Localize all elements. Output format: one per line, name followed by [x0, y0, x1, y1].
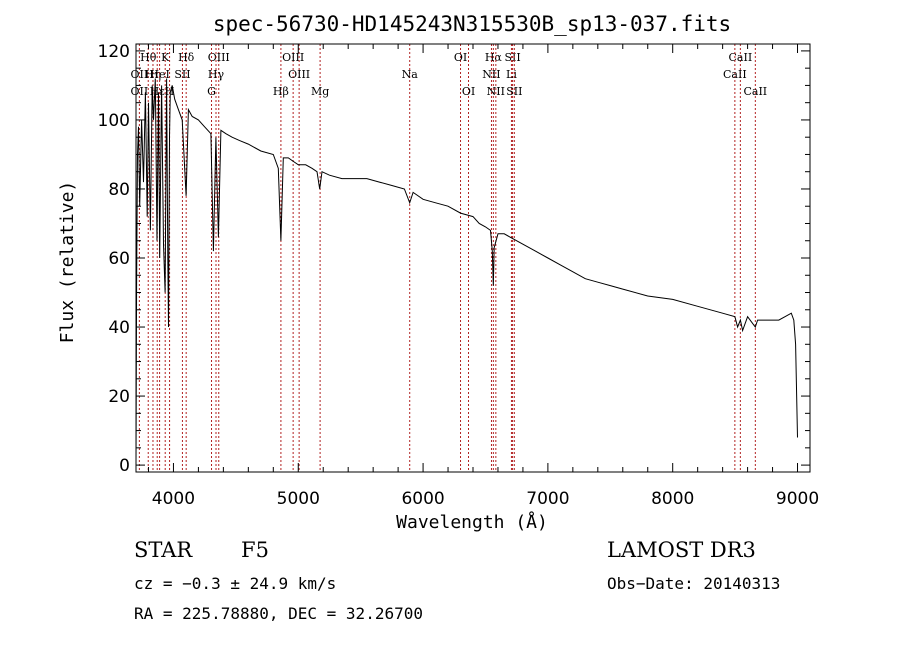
y-tick-label: 60	[108, 249, 130, 269]
x-axis-label: Wavelength (Å)	[396, 511, 548, 533]
x-tick-label: 6000	[401, 489, 444, 509]
object-subclass: F5	[241, 538, 269, 562]
line-marker-label: H	[165, 85, 175, 98]
line-marker-label: Na	[402, 68, 419, 81]
line-marker-label: CaII	[743, 85, 767, 98]
plot-frame	[135, 43, 811, 473]
y-axis-label: Flux (relative)	[57, 181, 78, 344]
line-marker-label: SII	[174, 68, 190, 81]
line-marker-label: NII	[487, 85, 505, 98]
line-marker-label: OII	[131, 68, 149, 81]
line-marker-label: K	[161, 51, 170, 64]
line-marker-label: OIII	[288, 68, 310, 81]
chart-title: spec-56730-HD145243N315530B_sp13-037.fit…	[213, 12, 731, 36]
spectrum-line	[135, 78, 798, 466]
line-marker-label: OI	[454, 51, 467, 64]
line-marker-label: Li	[506, 68, 517, 81]
line-marker-label: OII	[131, 85, 149, 98]
line-marker-label: HeI	[149, 68, 169, 81]
line-marker-label: Hθ	[140, 51, 157, 64]
y-tick-label: 40	[108, 318, 130, 338]
redshift-cz: cz = −0.3 ± 24.9 km/s	[134, 574, 337, 593]
x-tick-label: 5000	[277, 489, 320, 509]
line-marker-label: SII	[504, 51, 520, 64]
sky-coordinates: RA = 225.78880, DEC = 32.26700	[134, 604, 423, 623]
x-tick-label: 8000	[651, 489, 694, 509]
line-marker-label: OIII	[282, 51, 304, 64]
line-marker-label: SII	[506, 85, 522, 98]
line-marker-label: OIII	[208, 51, 230, 64]
line-marker-label: CaII	[723, 68, 747, 81]
x-tick-label: 7000	[526, 489, 569, 509]
line-marker-label: Hβ	[273, 85, 289, 98]
survey-name: LAMOST DR3	[607, 538, 756, 562]
y-tick-label: 0	[119, 456, 130, 476]
x-tick-label: 9000	[776, 489, 819, 509]
y-tick-label: 20	[108, 387, 130, 407]
y-axis-ticks: 0 20 40 60 80 100 120	[98, 42, 810, 476]
x-axis-ticks: 4000 5000 6000 7000 8000 9000	[147, 44, 819, 509]
line-marker-label: Hγ	[208, 68, 225, 81]
line-marker-label: CaII	[729, 51, 753, 64]
y-tick-label: 80	[108, 180, 130, 200]
object-class: STAR	[134, 538, 193, 562]
y-tick-label: 100	[98, 111, 130, 131]
x-tick-label: 4000	[152, 489, 195, 509]
line-marker-label: Hδ	[178, 51, 195, 64]
line-marker-label: NII	[482, 68, 500, 81]
line-marker-label: G	[207, 85, 216, 98]
line-marker-label: Hα	[485, 51, 503, 64]
line-marker-label: OI	[462, 85, 475, 98]
observation-date: Obs−Date: 20140313	[607, 574, 781, 593]
y-tick-label: 120	[98, 42, 130, 62]
line-marker-label: Mg	[311, 85, 329, 98]
